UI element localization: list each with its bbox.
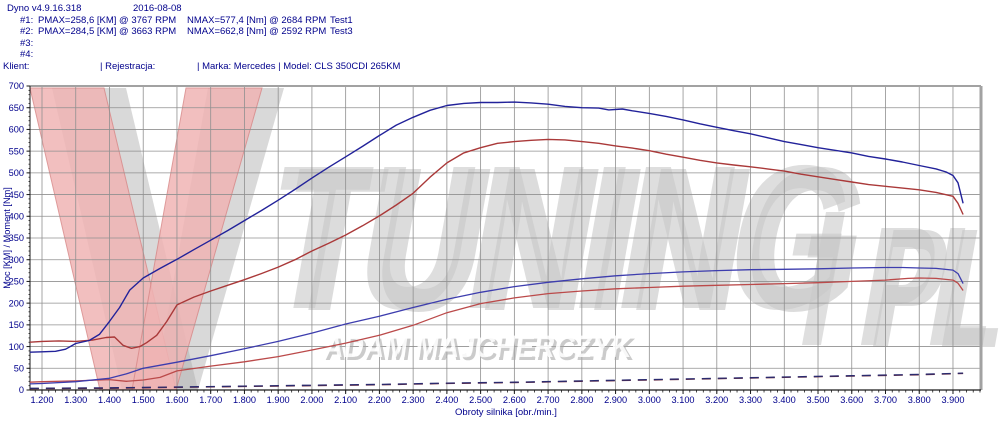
owner-name-shadow: ADAM MAJCHERCZYK (324, 332, 637, 367)
svg-text:550: 550 (9, 146, 24, 156)
svg-text:3.400: 3.400 (773, 395, 796, 405)
svg-text:3.200: 3.200 (705, 395, 728, 405)
x-axis-title: Obroty silnika [obr./min.] (455, 407, 557, 418)
svg-text:3.100: 3.100 (672, 395, 695, 405)
brand-suffix-text: PL (848, 192, 1000, 382)
svg-text:3.600: 3.600 (840, 395, 863, 405)
svg-text:2.300: 2.300 (402, 395, 425, 405)
run1-index: #1: (20, 14, 34, 26)
svg-text:300: 300 (9, 255, 24, 265)
curve-power-test3 (29, 266, 964, 385)
svg-text:600: 600 (9, 125, 24, 135)
curve-loss-test3 (29, 372, 964, 389)
svg-text:1.900: 1.900 (267, 395, 290, 405)
y-tick-labels: 0 50 100 150 200 250 300 350 400 450 500 550 600 650 7… (9, 81, 24, 395)
y-axis-title: Moc [KM] / Moment [Nm] (2, 187, 12, 289)
svg-text:3.500: 3.500 (807, 395, 830, 405)
svg-text:2.800: 2.800 (570, 395, 593, 405)
svg-text:100: 100 (9, 342, 24, 352)
run-date: 2016-08-08 (133, 3, 182, 14)
svg-text:250: 250 (9, 277, 24, 287)
app-title: Dyno v4.9.16.318 (7, 3, 82, 14)
run1-pmax: PMAX=258,6 [KM] @ 3767 RPM (38, 14, 177, 26)
svg-text:2.400: 2.400 (435, 395, 458, 405)
brand-main-text: TUNING (250, 122, 870, 351)
run1-nmax: NMAX=577,4 [Nm] @ 2684 RPM (187, 14, 327, 26)
svg-text:700: 700 (9, 81, 24, 91)
curve-torque-test3 (29, 101, 964, 353)
run2-index: #2: (20, 26, 34, 37)
svg-text:2.200: 2.200 (368, 395, 391, 405)
svg-text:3.900: 3.900 (941, 395, 964, 405)
svg-text:400: 400 (9, 211, 24, 221)
svg-text:1.700: 1.700 (199, 395, 222, 405)
run2-pmax: PMAX=284,5 [KM] @ 3663 RPM (38, 26, 177, 37)
svg-text:1.800: 1.800 (233, 395, 256, 405)
svg-text:3.800: 3.800 (908, 395, 931, 405)
svg-text:1.400: 1.400 (98, 395, 121, 405)
svg-text:2.900: 2.900 (604, 395, 627, 405)
svg-text:1.200: 1.200 (31, 395, 54, 405)
svg-text:1.600: 1.600 (165, 395, 188, 405)
svg-text:3.300: 3.300 (739, 395, 762, 405)
svg-text:2.100: 2.100 (334, 395, 357, 405)
plot-border (29, 85, 983, 391)
svg-text:2.000: 2.000 (300, 395, 323, 405)
data-curves (29, 101, 964, 390)
vehicle-label: | Marka: Mercedes | Model: CLS 350CDI 26… (197, 61, 401, 72)
svg-text:3.000: 3.000 (638, 395, 661, 405)
axis-ticks (26, 85, 981, 394)
grid-lines (30, 86, 981, 390)
x-tick-labels: 1.200 1.300 1.400 1.500 1.600 1.700 1.800 1.900… (31, 395, 965, 405)
brand-main-shadow: TUNING (265, 124, 885, 353)
client-label: Klient: (3, 61, 30, 72)
owner-name-text: ADAM MAJCHERCZYK (321, 329, 634, 364)
run1-test-label: Test1 (330, 14, 353, 26)
svg-text:350: 350 (9, 233, 24, 243)
svg-text:2.500: 2.500 (469, 395, 492, 405)
svg-text:200: 200 (9, 298, 24, 308)
svg-text:450: 450 (9, 190, 24, 200)
svg-text:2.600: 2.600 (503, 395, 526, 405)
run3-index: #3: (20, 37, 34, 49)
svg-text:650: 650 (9, 103, 24, 113)
registration-label: | Rejestracja: (100, 61, 156, 72)
svg-text:1.300: 1.300 (64, 395, 87, 405)
svg-text:2.700: 2.700 (537, 395, 560, 405)
svg-text:3.700: 3.700 (874, 395, 897, 405)
curve-torque-test1 (29, 138, 964, 349)
svg-text:1.500: 1.500 (132, 395, 155, 405)
svg-text:50: 50 (14, 363, 24, 373)
run2-nmax: NMAX=662,8 [Nm] @ 2592 RPM (187, 26, 327, 37)
svg-text:150: 150 (9, 320, 24, 330)
brand-separator-bar (802, 212, 845, 345)
curve-power-test1 (29, 277, 964, 383)
svg-text:0: 0 (19, 385, 24, 395)
svg-text:500: 500 (9, 168, 24, 178)
run4-index: #4: (20, 49, 34, 60)
run2-test-label: Test3 (330, 26, 353, 37)
